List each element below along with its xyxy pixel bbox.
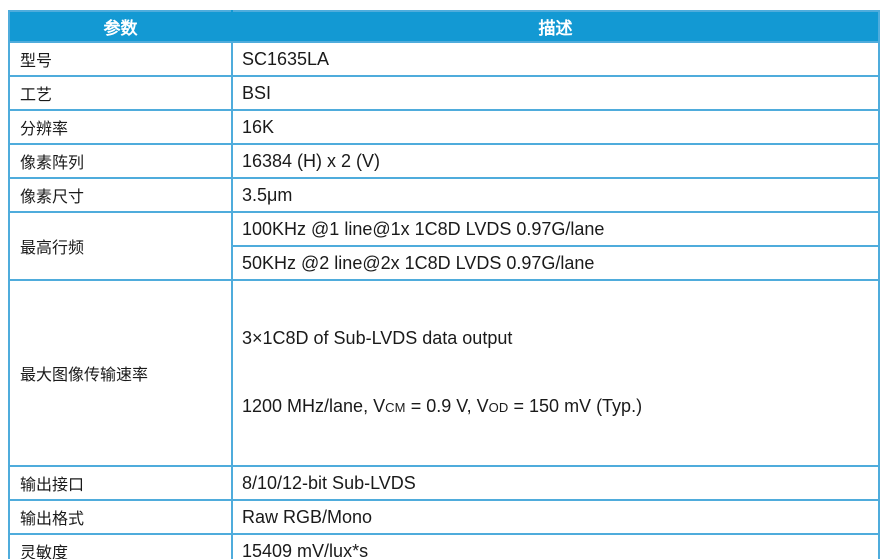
desc-sensitivity: 15409 mV/lux*s bbox=[231, 533, 880, 559]
desc-model: SC1635LA bbox=[231, 41, 880, 77]
desc-pixel-size: 3.5μm bbox=[231, 177, 880, 213]
param-sensitivity: 灵敏度 bbox=[8, 533, 233, 559]
table-row-pixel-array: 像素阵列 16384 (H) x 2 (V) bbox=[8, 143, 880, 179]
param-output-format: 输出格式 bbox=[8, 499, 233, 535]
desc-output-interface: 8/10/12-bit Sub-LVDS bbox=[231, 465, 880, 501]
desc-process: BSI bbox=[231, 75, 880, 111]
vcm-subscript: CM bbox=[385, 400, 406, 415]
spec-table: 参数 描述 型号 SC1635LA 工艺 BSI 分辨率 16K 像素阵列 16… bbox=[8, 10, 880, 559]
desc-max-data-rate: 3×1C8D of Sub-LVDS data output 1200 MHz/… bbox=[231, 279, 880, 467]
table-row-output-interface: 输出接口 8/10/12-bit Sub-LVDS bbox=[8, 465, 880, 501]
desc-pixel-array: 16384 (H) x 2 (V) bbox=[231, 143, 880, 179]
param-model: 型号 bbox=[8, 41, 233, 77]
table-row-max-line-rate-2: 50KHz @2 line@2x 1C8D LVDS 0.97G/lane bbox=[9, 245, 880, 281]
param-pixel-array: 像素阵列 bbox=[8, 143, 233, 179]
desc-output-format: Raw RGB/Mono bbox=[231, 499, 880, 535]
param-max-line-rate: 最高行频 bbox=[8, 211, 233, 281]
desc-max-data-rate-line2: 1200 MHz/lane, VCM = 0.9 V, VOD = 150 mV… bbox=[242, 396, 643, 416]
desc-max-line-rate-1: 100KHz @1 line@1x 1C8D LVDS 0.97G/lane bbox=[231, 211, 880, 247]
table-header-row: 参数 描述 bbox=[8, 10, 880, 43]
param-max-data-rate: 最大图像传输速率 bbox=[8, 279, 233, 467]
header-cell-description: 描述 bbox=[231, 10, 880, 43]
param-output-interface: 输出接口 bbox=[8, 465, 233, 501]
desc-resolution: 16K bbox=[231, 109, 880, 145]
param-pixel-size: 像素尺寸 bbox=[8, 177, 233, 213]
header-cell-parameter: 参数 bbox=[8, 10, 233, 43]
desc-max-line-rate-2: 50KHz @2 line@2x 1C8D LVDS 0.97G/lane bbox=[231, 245, 880, 281]
vod-subscript: OD bbox=[488, 400, 509, 415]
table-row-pixel-size: 像素尺寸 3.5μm bbox=[8, 177, 880, 213]
table-row-max-line-rate-1: 最高行频 100KHz @1 line@1x 1C8D LVDS 0.97G/l… bbox=[8, 211, 880, 281]
table-row-process: 工艺 BSI bbox=[8, 75, 880, 111]
table-row-resolution: 分辨率 16K bbox=[8, 109, 880, 145]
param-resolution: 分辨率 bbox=[8, 109, 233, 145]
table-row-max-data-rate: 最大图像传输速率 3×1C8D of Sub-LVDS data output … bbox=[8, 279, 880, 467]
desc-max-data-rate-line1: 3×1C8D of Sub-LVDS data output bbox=[242, 328, 513, 348]
table-row-sensitivity: 灵敏度 15409 mV/lux*s bbox=[8, 533, 880, 559]
table-row-output-format: 输出格式 Raw RGB/Mono bbox=[8, 499, 880, 535]
param-process: 工艺 bbox=[8, 75, 233, 111]
table-row-model: 型号 SC1635LA bbox=[8, 41, 880, 77]
